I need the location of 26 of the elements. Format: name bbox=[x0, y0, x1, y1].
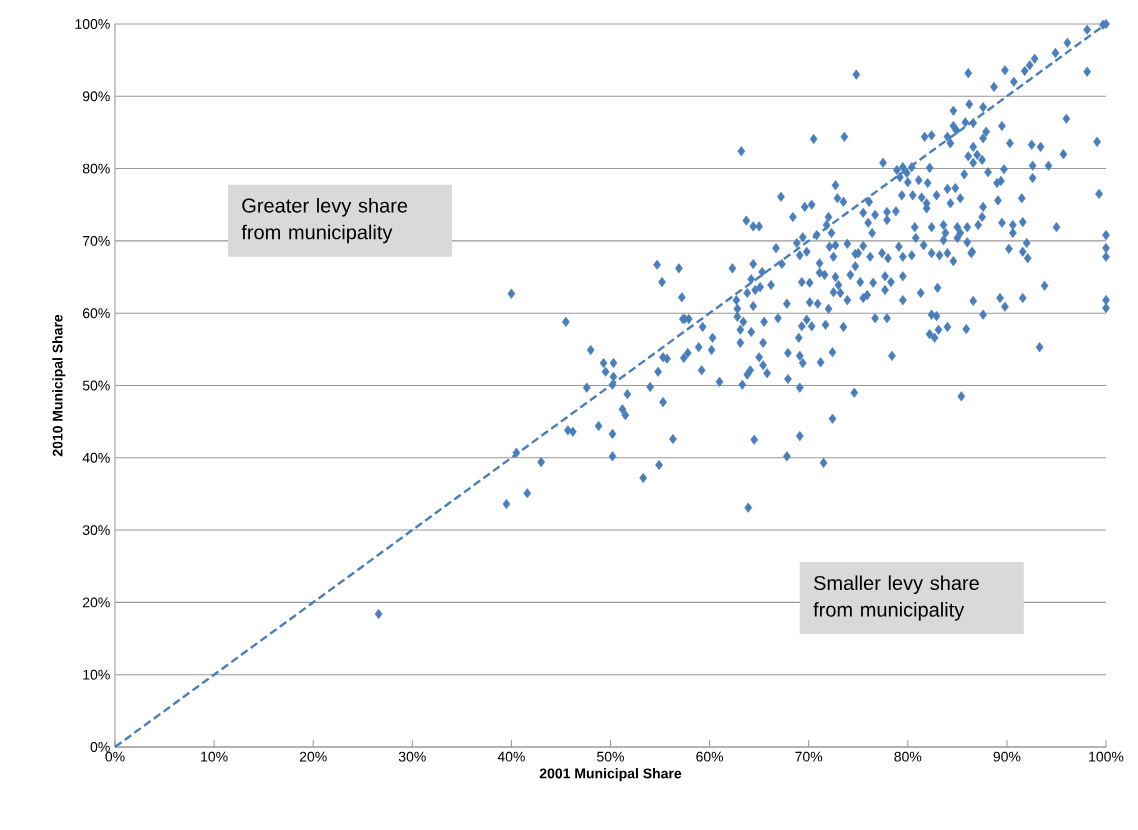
annotation: Smaller levy share from municipality bbox=[813, 575, 979, 621]
annotation: Greater levy share from municipality bbox=[241, 197, 408, 244]
x-tick-label: 70% bbox=[795, 751, 823, 762]
x-tick-label: 0% bbox=[105, 751, 125, 762]
x-tick-label: 90% bbox=[993, 751, 1021, 762]
y-tick-label: 10% bbox=[83, 669, 110, 680]
y-tick-label: 40% bbox=[82, 452, 110, 463]
x-axis-title: 2001 Municipal Share bbox=[539, 768, 682, 782]
x-tick-label: 20% bbox=[299, 751, 327, 762]
y-tick-label: 100% bbox=[75, 19, 110, 29]
x-tick-label: 100% bbox=[1089, 751, 1124, 762]
x-tick-label: 30% bbox=[398, 751, 426, 762]
y-tick-label: 60% bbox=[82, 308, 110, 319]
y-tick-label: 30% bbox=[82, 525, 110, 536]
y-tick-label: 0% bbox=[90, 742, 110, 752]
y-tick-label: 90% bbox=[82, 91, 110, 102]
y-tick-label: 70% bbox=[82, 235, 110, 246]
y-tick-label: 80% bbox=[82, 163, 110, 174]
x-tick-label: 40% bbox=[497, 751, 525, 762]
y-tick-label: 20% bbox=[82, 597, 110, 608]
x-tick-label: 60% bbox=[696, 751, 724, 762]
y-tick-label: 50% bbox=[82, 380, 110, 391]
x-tick-label: 80% bbox=[894, 751, 922, 762]
x-tick-label: 10% bbox=[201, 751, 228, 762]
x-tick-label: 50% bbox=[597, 751, 625, 762]
y-axis-title: 2010 Municipal Share bbox=[52, 314, 66, 457]
